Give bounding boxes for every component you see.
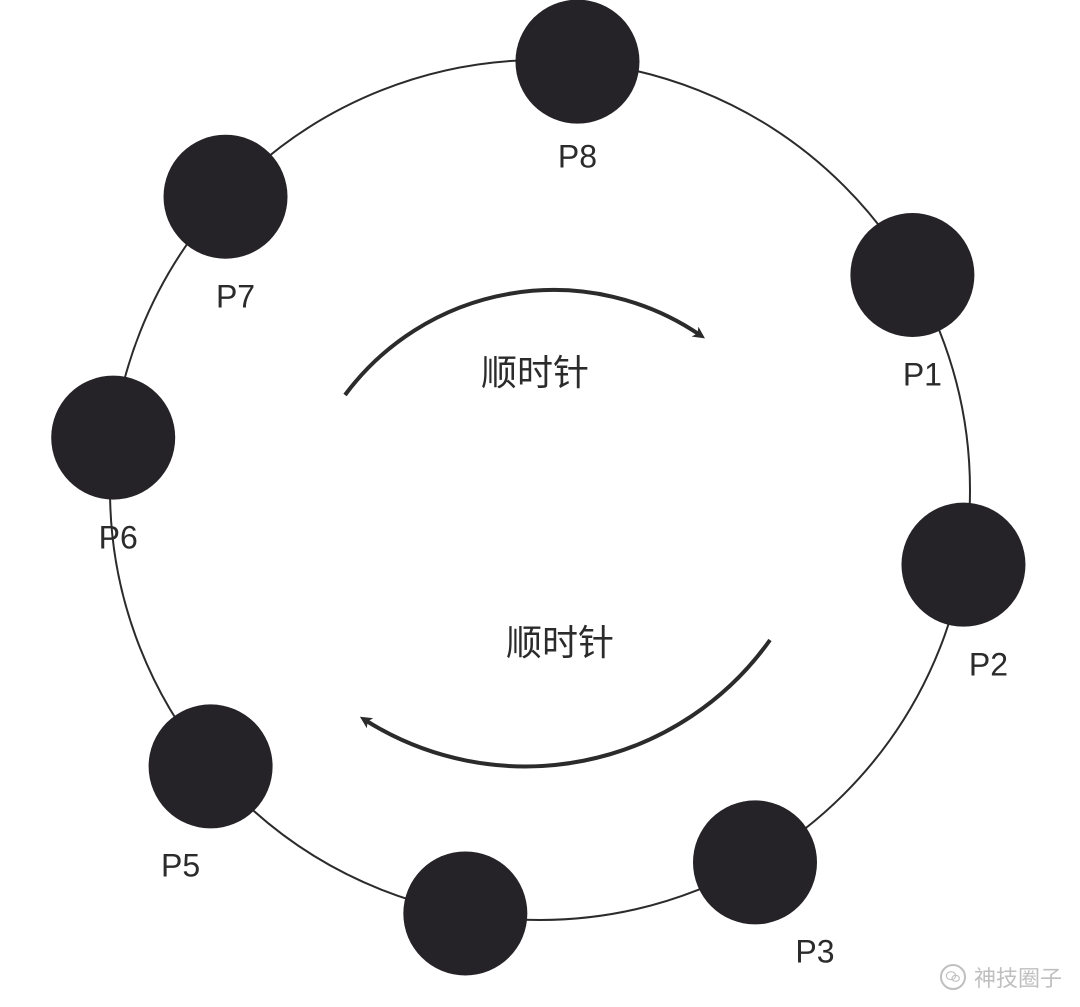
watermark-text: 神技圈子 [974,961,1062,993]
node-p2 [901,503,1025,627]
node-label-p3: P3 [795,934,834,971]
node-p1 [850,213,974,337]
node-label-p1: P1 [903,357,942,394]
node-p7 [164,135,288,259]
arrow-label-top: 顺时针 [481,344,589,396]
node-p6 [51,376,175,500]
node-p3 [693,800,817,924]
node-label-p7: P7 [216,278,255,315]
node-p4 [403,851,527,975]
node-label-p2: P2 [969,646,1008,683]
wechat-icon [940,964,966,990]
node-label-p5: P5 [161,848,200,885]
watermark: 神技圈子 [940,961,1062,993]
node-label-p6: P6 [99,519,138,556]
node-p8 [515,0,639,124]
node-label-p8: P8 [558,138,597,175]
arrow-label-bottom: 顺时针 [506,614,614,666]
node-p5 [149,704,273,828]
